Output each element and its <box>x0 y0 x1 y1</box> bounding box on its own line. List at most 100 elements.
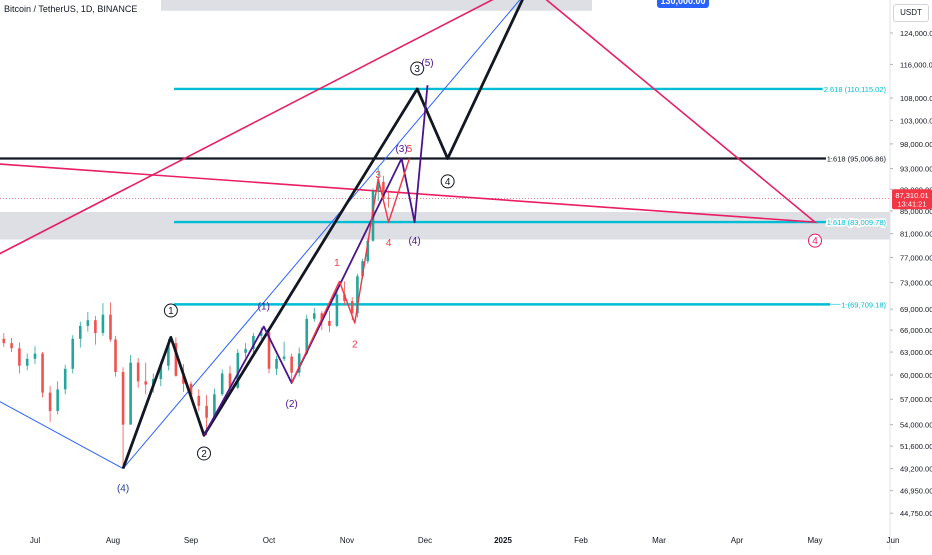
candle-body <box>189 383 193 396</box>
candle-body <box>382 181 385 198</box>
candle-body <box>236 352 240 388</box>
current-price-value: 87,310.01 <box>895 191 928 200</box>
y-tick-label: 49,200.00 <box>900 465 932 474</box>
time-axis[interactable]: Jul Aug Sep Oct Nov Dec 2025 Feb Mar Apr May Jun <box>30 536 900 545</box>
wave-label: (2) <box>286 399 298 410</box>
candle-body <box>312 313 316 319</box>
current-price-countdown: 13:41:21 <box>897 199 926 208</box>
candle <box>387 190 390 208</box>
y-tick-label: 51,600.00 <box>900 442 932 451</box>
candle <box>275 355 278 376</box>
candle-body <box>71 338 75 369</box>
y-tick-label: 98,000.00 <box>900 140 932 149</box>
candle <box>129 355 132 425</box>
x-tick-label: Oct <box>263 536 276 545</box>
x-tick-label: Dec <box>418 536 432 545</box>
y-tick-label: 57,000.00 <box>900 395 932 404</box>
candle-body <box>56 389 59 411</box>
trendline-pink-projection <box>0 0 818 224</box>
y-tick-label: 66,000.00 <box>900 326 932 335</box>
candle-body <box>144 381 148 385</box>
wave-label: (4) <box>408 236 420 247</box>
fib-level-label: 1 (69,709.18) <box>841 300 886 309</box>
candle-body <box>114 339 117 372</box>
wave-label: (3) <box>395 144 407 155</box>
y-tick-label: 60,000.00 <box>900 371 932 380</box>
wave-path-red-impulse <box>291 158 411 384</box>
fib-level-label: 1.618 (95,006.86) <box>827 154 887 163</box>
candle-body <box>290 356 293 373</box>
candle <box>101 303 105 336</box>
candle-body <box>197 395 201 406</box>
candle <box>121 367 125 469</box>
gray-zone <box>0 212 890 240</box>
x-tick-label: Jul <box>30 536 40 545</box>
x-tick-label: Feb <box>574 536 588 545</box>
candle-body <box>361 261 364 277</box>
candle-body <box>174 343 178 376</box>
candle-body <box>228 373 232 388</box>
candle-body <box>320 313 324 321</box>
wave-label: (5) <box>421 58 433 69</box>
wave-label: 1 <box>168 306 174 317</box>
candle-body <box>167 343 170 366</box>
candle <box>312 307 316 322</box>
wave-label: (1) <box>258 301 270 312</box>
candle <box>197 389 201 411</box>
candle-body <box>63 368 67 390</box>
x-tick-label: Jun <box>887 536 900 545</box>
trendline-blue-support <box>0 401 124 469</box>
candle <box>136 358 140 388</box>
wave-label: 4 <box>386 238 392 249</box>
candle-body <box>86 320 90 326</box>
currency-badge[interactable]: USDT <box>893 4 929 22</box>
wave-label-circle <box>440 174 455 189</box>
candle-body <box>305 318 309 354</box>
y-tick-label: 93,000.00 <box>900 165 932 174</box>
price-axis[interactable]: 124,000.00 116,000.00 108,000.00 103,000.00… <box>889 0 932 550</box>
x-tick-label: Sep <box>184 536 199 545</box>
gray-zone <box>161 0 592 11</box>
candle-body <box>129 362 132 425</box>
candle-body <box>350 301 354 314</box>
candle-body <box>220 373 224 395</box>
candle-body <box>48 392 52 411</box>
candle <box>78 321 82 348</box>
target-callout[interactable]: 130,000.00 <box>657 0 709 8</box>
x-tick-label: Aug <box>106 536 120 545</box>
wave-labels-layer: 1 2 3 4 (4) (1) (2) (3) (4) (5) 1 2 3 4 5 4 <box>117 58 822 495</box>
candle <box>86 311 90 332</box>
wave-path-purple-impulse <box>203 85 429 436</box>
candle <box>33 346 37 365</box>
candle <box>213 388 216 420</box>
candle-body <box>275 358 278 369</box>
x-tick-label: Mar <box>652 536 666 545</box>
y-tick-label: 44,750.00 <box>900 509 932 518</box>
wave-paths-layer <box>121 0 524 470</box>
fib-levels-layer: 2.618 (110,115.02) 1.618 (95,006.86) 1.618… <box>0 83 890 311</box>
candle <box>56 381 59 415</box>
wave-label: (4) <box>117 484 129 495</box>
wave-label-circle <box>163 303 178 318</box>
candle-body <box>213 394 216 418</box>
candle-body <box>18 348 21 366</box>
candle <box>174 337 178 377</box>
current-price-badge <box>892 189 932 210</box>
candle-body <box>78 325 82 339</box>
wave-label-circle <box>808 233 822 248</box>
candle <box>10 338 13 353</box>
y-tick-label: 69,000.00 <box>900 305 932 314</box>
y-tick-label: 63,000.00 <box>900 348 932 357</box>
candle-body <box>159 365 163 379</box>
x-tick-label: Nov <box>340 536 354 545</box>
candle-body <box>2 338 6 344</box>
candle <box>220 369 224 396</box>
candle <box>144 362 148 395</box>
candle-body <box>41 353 44 393</box>
wave-label: 2 <box>201 449 207 460</box>
candle-body <box>282 356 286 359</box>
y-tick-label: 85,000.00 <box>900 207 932 216</box>
wave-label: 2 <box>352 339 358 350</box>
